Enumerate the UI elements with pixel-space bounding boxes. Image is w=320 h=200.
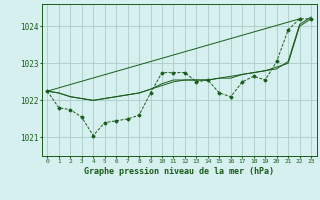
X-axis label: Graphe pression niveau de la mer (hPa): Graphe pression niveau de la mer (hPa)	[84, 167, 274, 176]
